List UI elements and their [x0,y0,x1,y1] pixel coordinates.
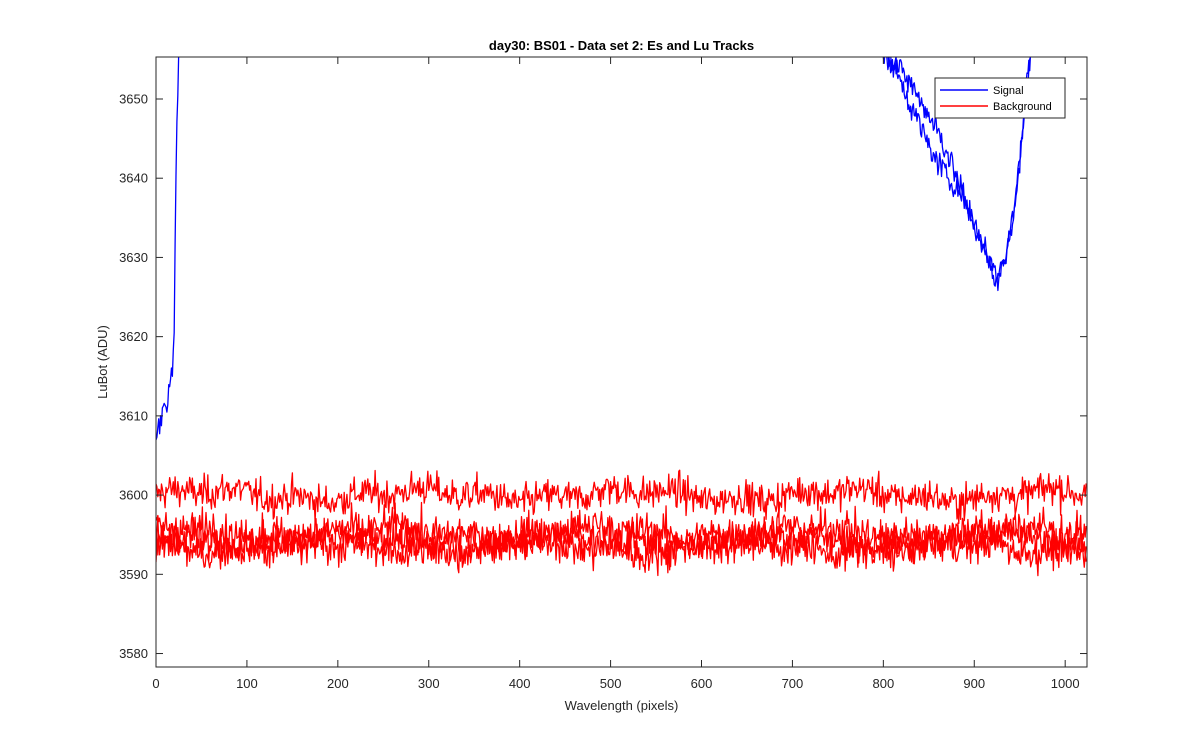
x-tick-label: 700 [782,676,804,691]
x-tick-label: 100 [236,676,258,691]
legend-label-signal: Signal [993,85,1024,97]
background-line [156,469,1087,524]
chart-title: day30: BS01 - Data set 2: Es and Lu Trac… [489,38,754,53]
x-tick-label: 500 [600,676,622,691]
legend: Signal Background [934,77,1066,119]
y-tick-label: 3620 [119,329,148,344]
y-tick-label: 3590 [119,567,148,582]
x-tick-label: 300 [418,676,440,691]
x-tick-label: 0 [152,676,159,691]
x-tick-label: 200 [327,676,349,691]
data-layer [156,57,1087,577]
background-line [156,512,1087,574]
y-tick-label: 3580 [119,646,148,661]
y-tick-label: 3600 [119,488,148,503]
tick-layer: 0 100 200 300 400 500 600 700 800 900 1000 3580 3590… [119,57,1087,691]
x-tick-label: 400 [509,676,531,691]
x-tick-label: 800 [872,676,894,691]
y-axis-label: LuBot (ADU) [95,325,110,399]
background-line [156,519,1087,577]
y-tick-label: 3640 [119,171,148,186]
signal-line [887,57,1032,283]
legend-label-background: Background [993,101,1052,113]
signal-line [156,57,180,441]
y-tick-label: 3610 [119,408,148,423]
axes-box [155,56,1088,668]
plot-area [156,57,1087,667]
x-axis-label: Wavelength (pixels) [565,698,679,713]
x-tick-label: 900 [963,676,985,691]
x-tick-label: 1000 [1051,676,1080,691]
y-tick-label: 3630 [119,250,148,265]
x-tick-label: 600 [691,676,713,691]
y-tick-label: 3650 [119,91,148,106]
legend-box [934,77,1066,119]
